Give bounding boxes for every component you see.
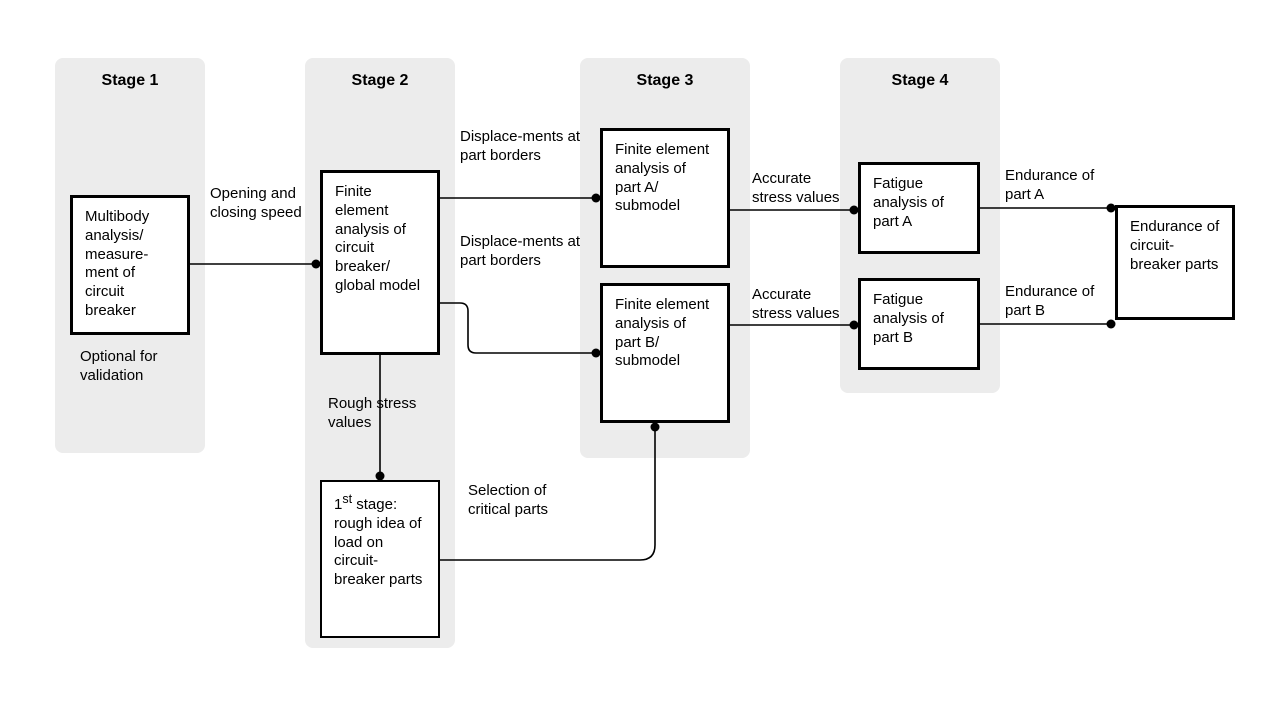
label-disp-b: Displace-ments at part borders (460, 233, 590, 271)
label-disp-a: Displace-ments at part borders (460, 128, 590, 166)
node-fatigue-a: Fatigue analysis of part A (858, 162, 980, 254)
node-fem-global: Finite element analysis of circuit break… (320, 170, 440, 355)
edge-1 (440, 194, 601, 203)
label-selection: Selection of critical parts (468, 482, 588, 520)
label-endurance-b: Endurance of part B (1005, 283, 1115, 321)
edge-6-dot (1107, 320, 1116, 329)
node-fatigue-b: Fatigue analysis of part B (858, 278, 980, 370)
edge-2 (440, 303, 601, 358)
label-opening-speed: Opening and closing speed (210, 185, 310, 223)
label-accurate-a: Accurate stress values (752, 170, 852, 208)
edge-5 (980, 204, 1116, 213)
edge-6 (980, 320, 1116, 329)
stage-4-title: Stage 4 (840, 72, 1000, 90)
label-rough-stress: Rough stress values (328, 395, 438, 433)
stage-1-title: Stage 1 (55, 72, 205, 90)
node-first-stage: 1st stage: rough idea of load on circuit… (320, 480, 440, 638)
node-fem-part-a: Finite element analysis of part A/ submo… (600, 128, 730, 268)
node-multibody: Multibody analysis/ measure-ment of circ… (70, 195, 190, 335)
label-endurance-a: Endurance of part A (1005, 167, 1115, 205)
stage-3-title: Stage 3 (580, 72, 750, 90)
edge-0 (190, 260, 321, 269)
stage-2-title: Stage 2 (305, 72, 455, 90)
label-accurate-b: Accurate stress values (752, 286, 852, 324)
label-optional: Optional for validation (80, 348, 210, 386)
flowchart-canvas: Stage 1 Stage 2 Stage 3 Stage 4 (0, 0, 1280, 720)
node-endurance: Endurance of circuit-breaker parts (1115, 205, 1235, 320)
node-fem-part-b: Finite element analysis of part B/ submo… (600, 283, 730, 423)
